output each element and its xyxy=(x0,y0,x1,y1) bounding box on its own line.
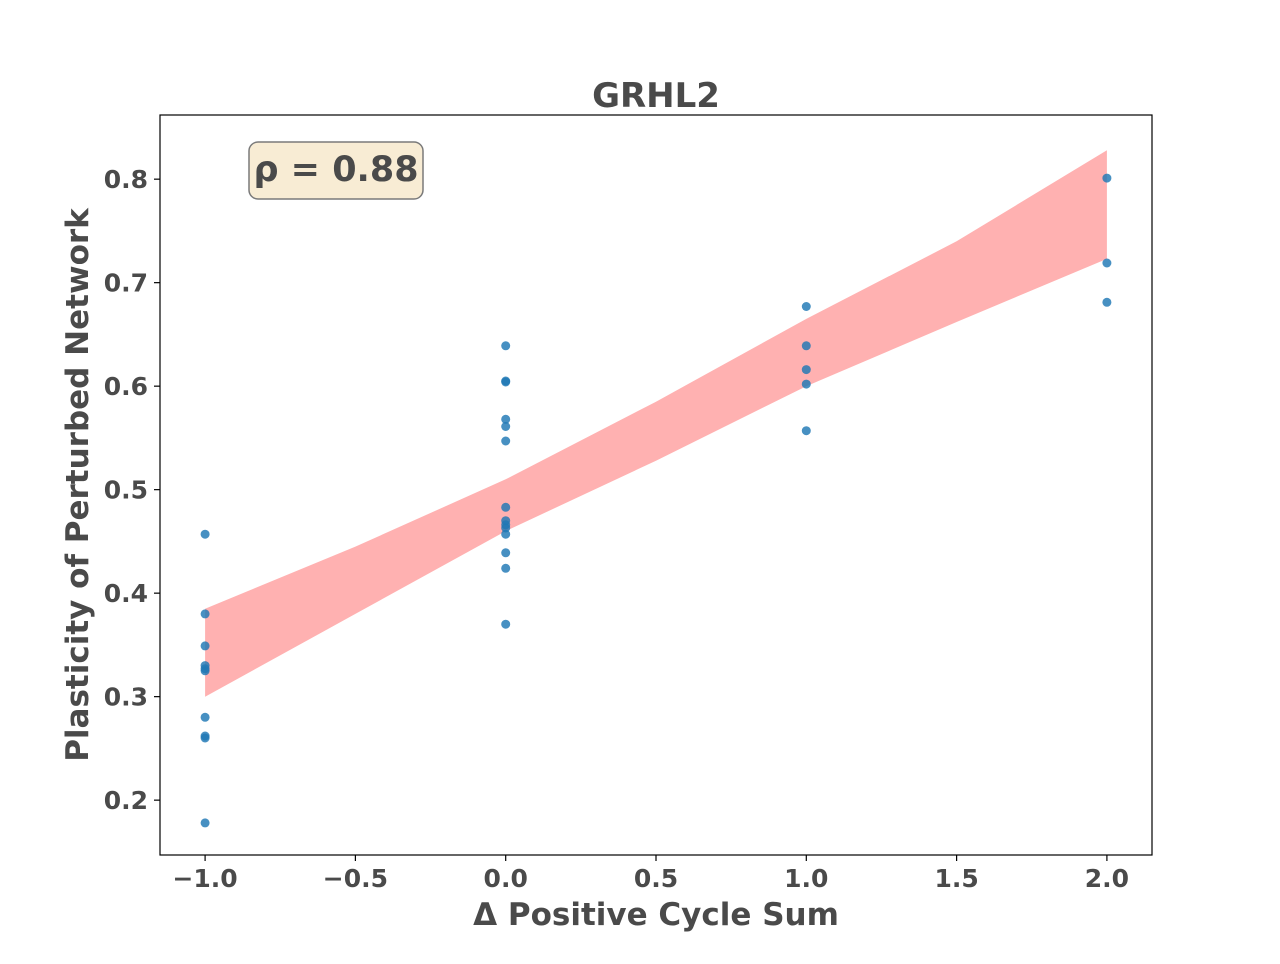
y-tick-label: 0.7 xyxy=(104,269,148,298)
correlation-annotation: ρ = 0.88 xyxy=(248,141,424,200)
data-point xyxy=(501,341,511,351)
data-point xyxy=(200,609,210,619)
data-point xyxy=(200,712,210,722)
y-tick-label: 0.8 xyxy=(104,165,148,194)
data-point xyxy=(801,341,811,351)
data-point xyxy=(200,529,210,539)
data-point xyxy=(501,548,511,558)
data-point xyxy=(501,422,511,431)
x-tick-label: 0.5 xyxy=(634,864,678,893)
x-tick-label: 2.0 xyxy=(1085,864,1129,893)
data-points-layer xyxy=(200,173,1112,828)
data-point xyxy=(1102,258,1112,268)
y-axis-label: Plasticity of Perturbed Network xyxy=(60,207,96,762)
x-tick-label: −0.5 xyxy=(323,864,388,893)
data-point xyxy=(1102,173,1112,183)
data-point xyxy=(801,302,811,311)
data-point xyxy=(200,818,210,828)
x-axis-ticks: −1.0 −0.5 0.0 0.5 1.0 1.5 2.0 xyxy=(172,855,1129,893)
x-tick-label: 1.0 xyxy=(784,864,828,893)
y-tick-label: 0.5 xyxy=(104,476,148,505)
data-point xyxy=(501,502,511,512)
confidence-band-layer xyxy=(205,150,1107,697)
data-point xyxy=(801,426,811,436)
data-point xyxy=(501,436,511,446)
data-point xyxy=(501,523,511,533)
correlation-annotation-text: ρ = 0.88 xyxy=(253,150,418,190)
data-point xyxy=(1102,297,1112,307)
y-tick-label: 0.2 xyxy=(104,786,148,815)
data-point xyxy=(801,365,811,375)
y-tick-label: 0.4 xyxy=(104,579,148,608)
data-point xyxy=(200,666,210,676)
x-tick-label: 0.0 xyxy=(484,864,528,893)
data-point xyxy=(501,414,511,424)
confidence-band xyxy=(205,150,1107,697)
data-point xyxy=(801,379,811,389)
y-tick-label: 0.6 xyxy=(104,372,148,401)
data-point xyxy=(501,377,511,387)
chart-title: GRHL2 xyxy=(592,76,720,116)
x-tick-label: −1.0 xyxy=(172,864,237,893)
y-tick-label: 0.3 xyxy=(104,683,148,712)
data-point xyxy=(200,733,210,743)
data-point xyxy=(501,619,511,629)
data-point xyxy=(200,641,210,651)
y-axis-ticks: 0.2 0.3 0.4 0.5 0.6 0.7 0.8 xyxy=(104,165,160,815)
x-axis-label: Δ Positive Cycle Sum xyxy=(473,897,839,933)
x-tick-label: 1.5 xyxy=(934,864,978,893)
data-point xyxy=(501,563,511,573)
data-point xyxy=(501,529,511,539)
correlation-annotation-box xyxy=(248,141,424,200)
